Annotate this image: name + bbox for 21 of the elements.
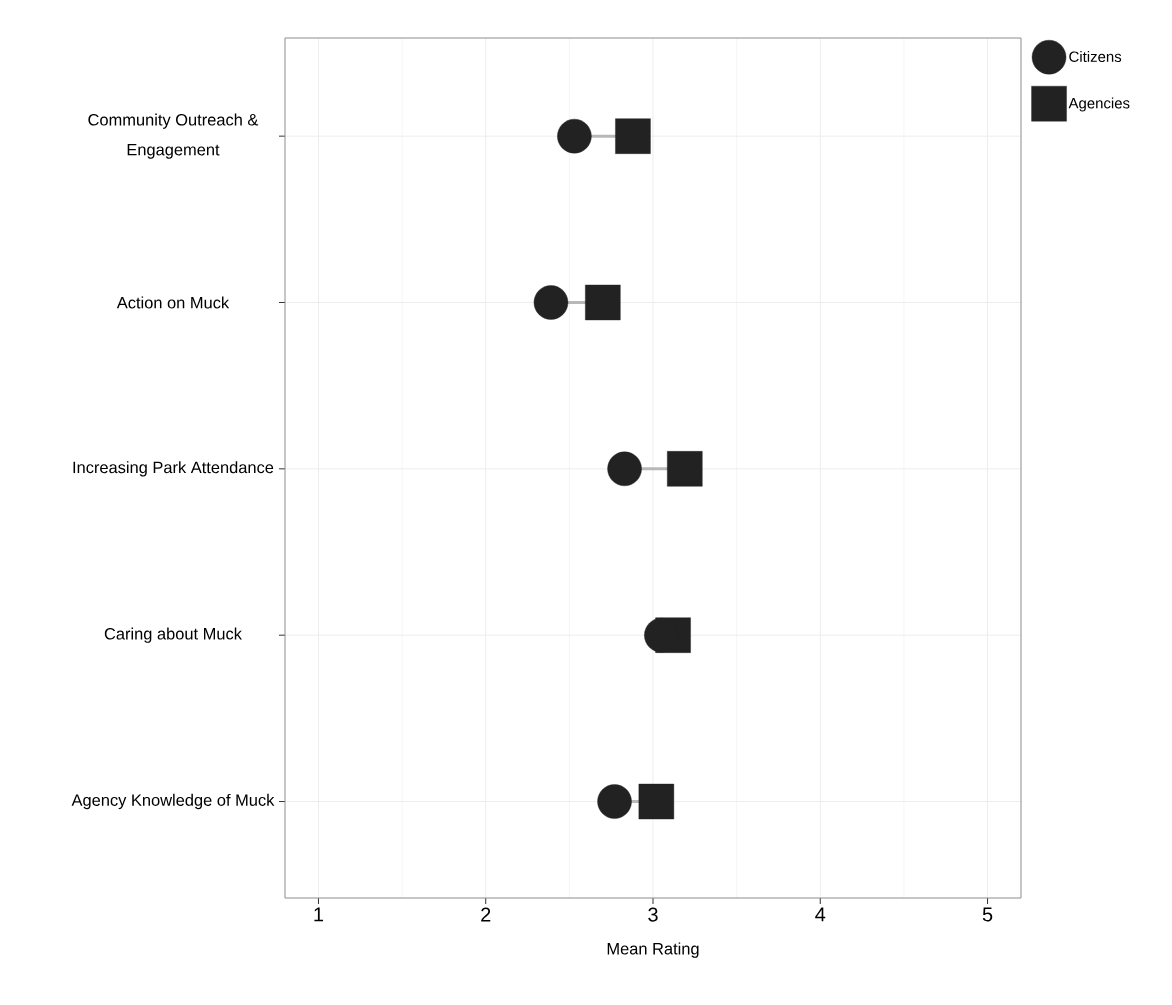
x-axis-title: Mean Rating <box>607 942 699 958</box>
y-tick-label: Action on Muck <box>116 296 230 309</box>
legend-label: Citizens <box>1069 51 1122 62</box>
y-tick-label: Increasing Park Attendance <box>73 461 274 477</box>
point <box>667 451 703 487</box>
point <box>615 118 651 154</box>
x-tick-label: 4 <box>815 907 826 922</box>
point <box>585 284 621 321</box>
y-tick-label: Caring about Muck <box>104 627 242 643</box>
y-tick-label: Agency Knowledge of Muck <box>71 793 275 810</box>
point <box>597 784 632 819</box>
point <box>638 783 675 820</box>
legend-label: Agencies <box>1068 97 1130 112</box>
point <box>533 285 569 320</box>
point <box>607 451 642 487</box>
x-tick-label: 5 <box>982 907 993 922</box>
x-tick-label: 2 <box>481 907 491 922</box>
x-tick-label: 1 <box>314 907 324 922</box>
x-tick-label: 3 <box>648 907 658 922</box>
point <box>557 118 592 154</box>
y-tick-label: Community Outreach & Engagement <box>88 113 259 159</box>
